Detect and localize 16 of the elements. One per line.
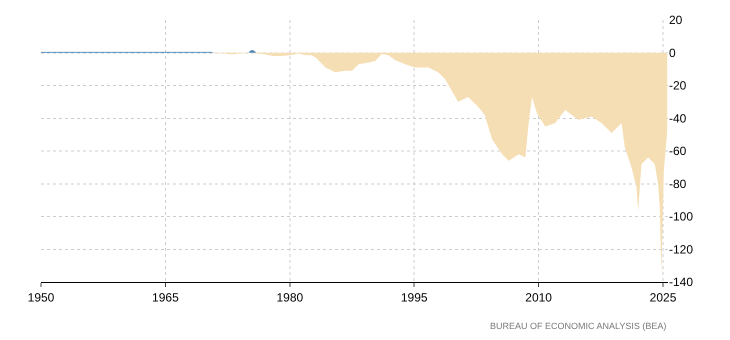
y-tick-label: 20 [669, 13, 683, 28]
y-tick-label: -60 [669, 144, 687, 158]
y-tick-label: -80 [669, 176, 687, 191]
x-tick-label: 1965 [152, 290, 180, 304]
y-tick-label: -120 [669, 242, 694, 256]
y-tick-label: -20 [669, 78, 687, 93]
y-tick-label: -100 [669, 210, 694, 224]
x-tick-label: 1950 [28, 290, 55, 304]
y-tick-label: 0 [669, 46, 676, 60]
x-tick-label: 2010 [525, 290, 552, 304]
x-tick-label: 1995 [400, 290, 428, 304]
y-tick-label: -40 [669, 111, 687, 126]
y-tick-label: -140 [669, 275, 694, 290]
x-tick-label: 1980 [276, 290, 304, 304]
text: BUREAU OF ECONOMIC ANALYSIS (BEA) [490, 321, 666, 331]
x-tick-label: 2025 [650, 290, 677, 304]
